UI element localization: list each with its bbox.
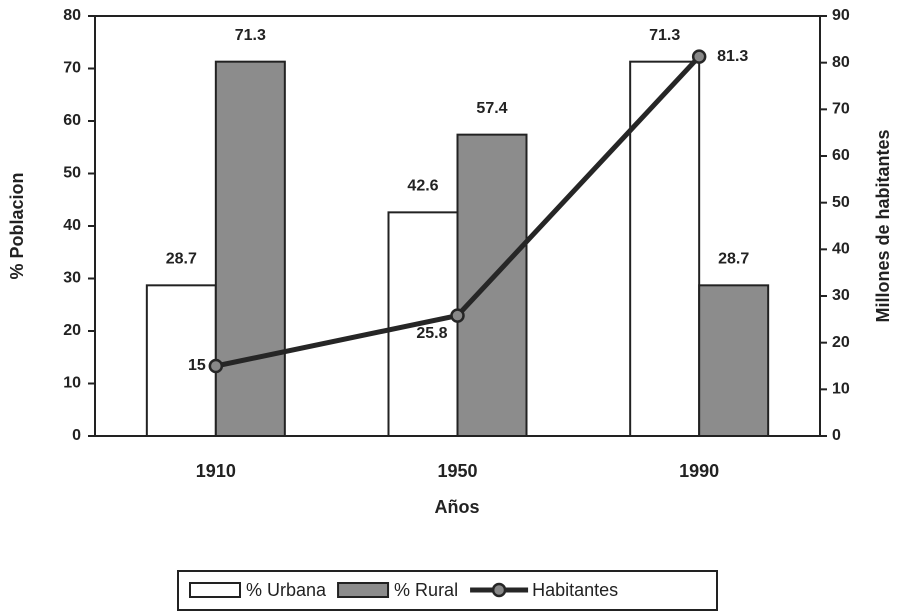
y2-tick-label: 60 bbox=[832, 147, 850, 164]
bar-value-label: 71.3 bbox=[649, 27, 680, 44]
line-marker bbox=[691, 49, 707, 64]
bar-value-label: 28.7 bbox=[166, 251, 197, 268]
x-tick-label: 1910 bbox=[196, 461, 236, 481]
y2-tick-label: 70 bbox=[832, 101, 850, 118]
y2-tick-label: 40 bbox=[832, 241, 850, 258]
y-tick-label: 60 bbox=[63, 112, 81, 129]
y-tick-label: 40 bbox=[63, 217, 81, 234]
y-tick-label: 10 bbox=[63, 375, 81, 392]
y-tick-label: 30 bbox=[63, 270, 81, 287]
y2-tick-label: 10 bbox=[832, 381, 850, 398]
line-value-label: 15 bbox=[188, 357, 206, 374]
y2-tick-label: 0 bbox=[832, 427, 841, 444]
y2-tick-label: 90 bbox=[832, 7, 850, 24]
bar-value-label: 57.4 bbox=[476, 100, 507, 117]
bar bbox=[629, 60, 701, 438]
y-tick-label: 20 bbox=[63, 322, 81, 339]
bar-value-label: 71.3 bbox=[235, 27, 266, 44]
bar-value-label: 42.6 bbox=[407, 178, 438, 195]
bar bbox=[145, 284, 217, 438]
bar-value-label: 28.7 bbox=[718, 251, 749, 268]
legend-label: % Rural bbox=[394, 580, 458, 600]
legend-label: % Urbana bbox=[246, 580, 327, 600]
y2-tick-label: 30 bbox=[832, 287, 850, 304]
y2-tick-label: 80 bbox=[832, 54, 850, 71]
legend-box bbox=[177, 570, 718, 611]
y2-axis-title: Millones de habitantes bbox=[873, 129, 893, 322]
bar bbox=[214, 60, 286, 438]
y-tick-label: 50 bbox=[63, 165, 81, 182]
y-tick-label: 80 bbox=[63, 7, 81, 24]
y-axis-title: % Poblacion bbox=[7, 172, 27, 279]
legend-swatch bbox=[189, 582, 241, 598]
legend-swatch bbox=[491, 582, 507, 598]
legend-swatch bbox=[337, 582, 390, 598]
x-tick-label: 1950 bbox=[437, 461, 477, 481]
x-axis-title: Años bbox=[435, 497, 480, 517]
x-tick-label: 1990 bbox=[679, 461, 719, 481]
y-tick-label: 0 bbox=[72, 427, 81, 444]
y2-tick-label: 50 bbox=[832, 194, 850, 211]
legend-label: Habitantes bbox=[532, 580, 618, 600]
line-value-label: 25.8 bbox=[416, 325, 447, 342]
line-value-label: 81.3 bbox=[717, 48, 748, 65]
y-tick-label: 70 bbox=[63, 60, 81, 77]
bar bbox=[698, 284, 770, 438]
line-marker bbox=[208, 358, 224, 374]
y2-tick-label: 20 bbox=[832, 334, 850, 351]
bar bbox=[456, 133, 528, 437]
line-marker bbox=[450, 308, 465, 323]
